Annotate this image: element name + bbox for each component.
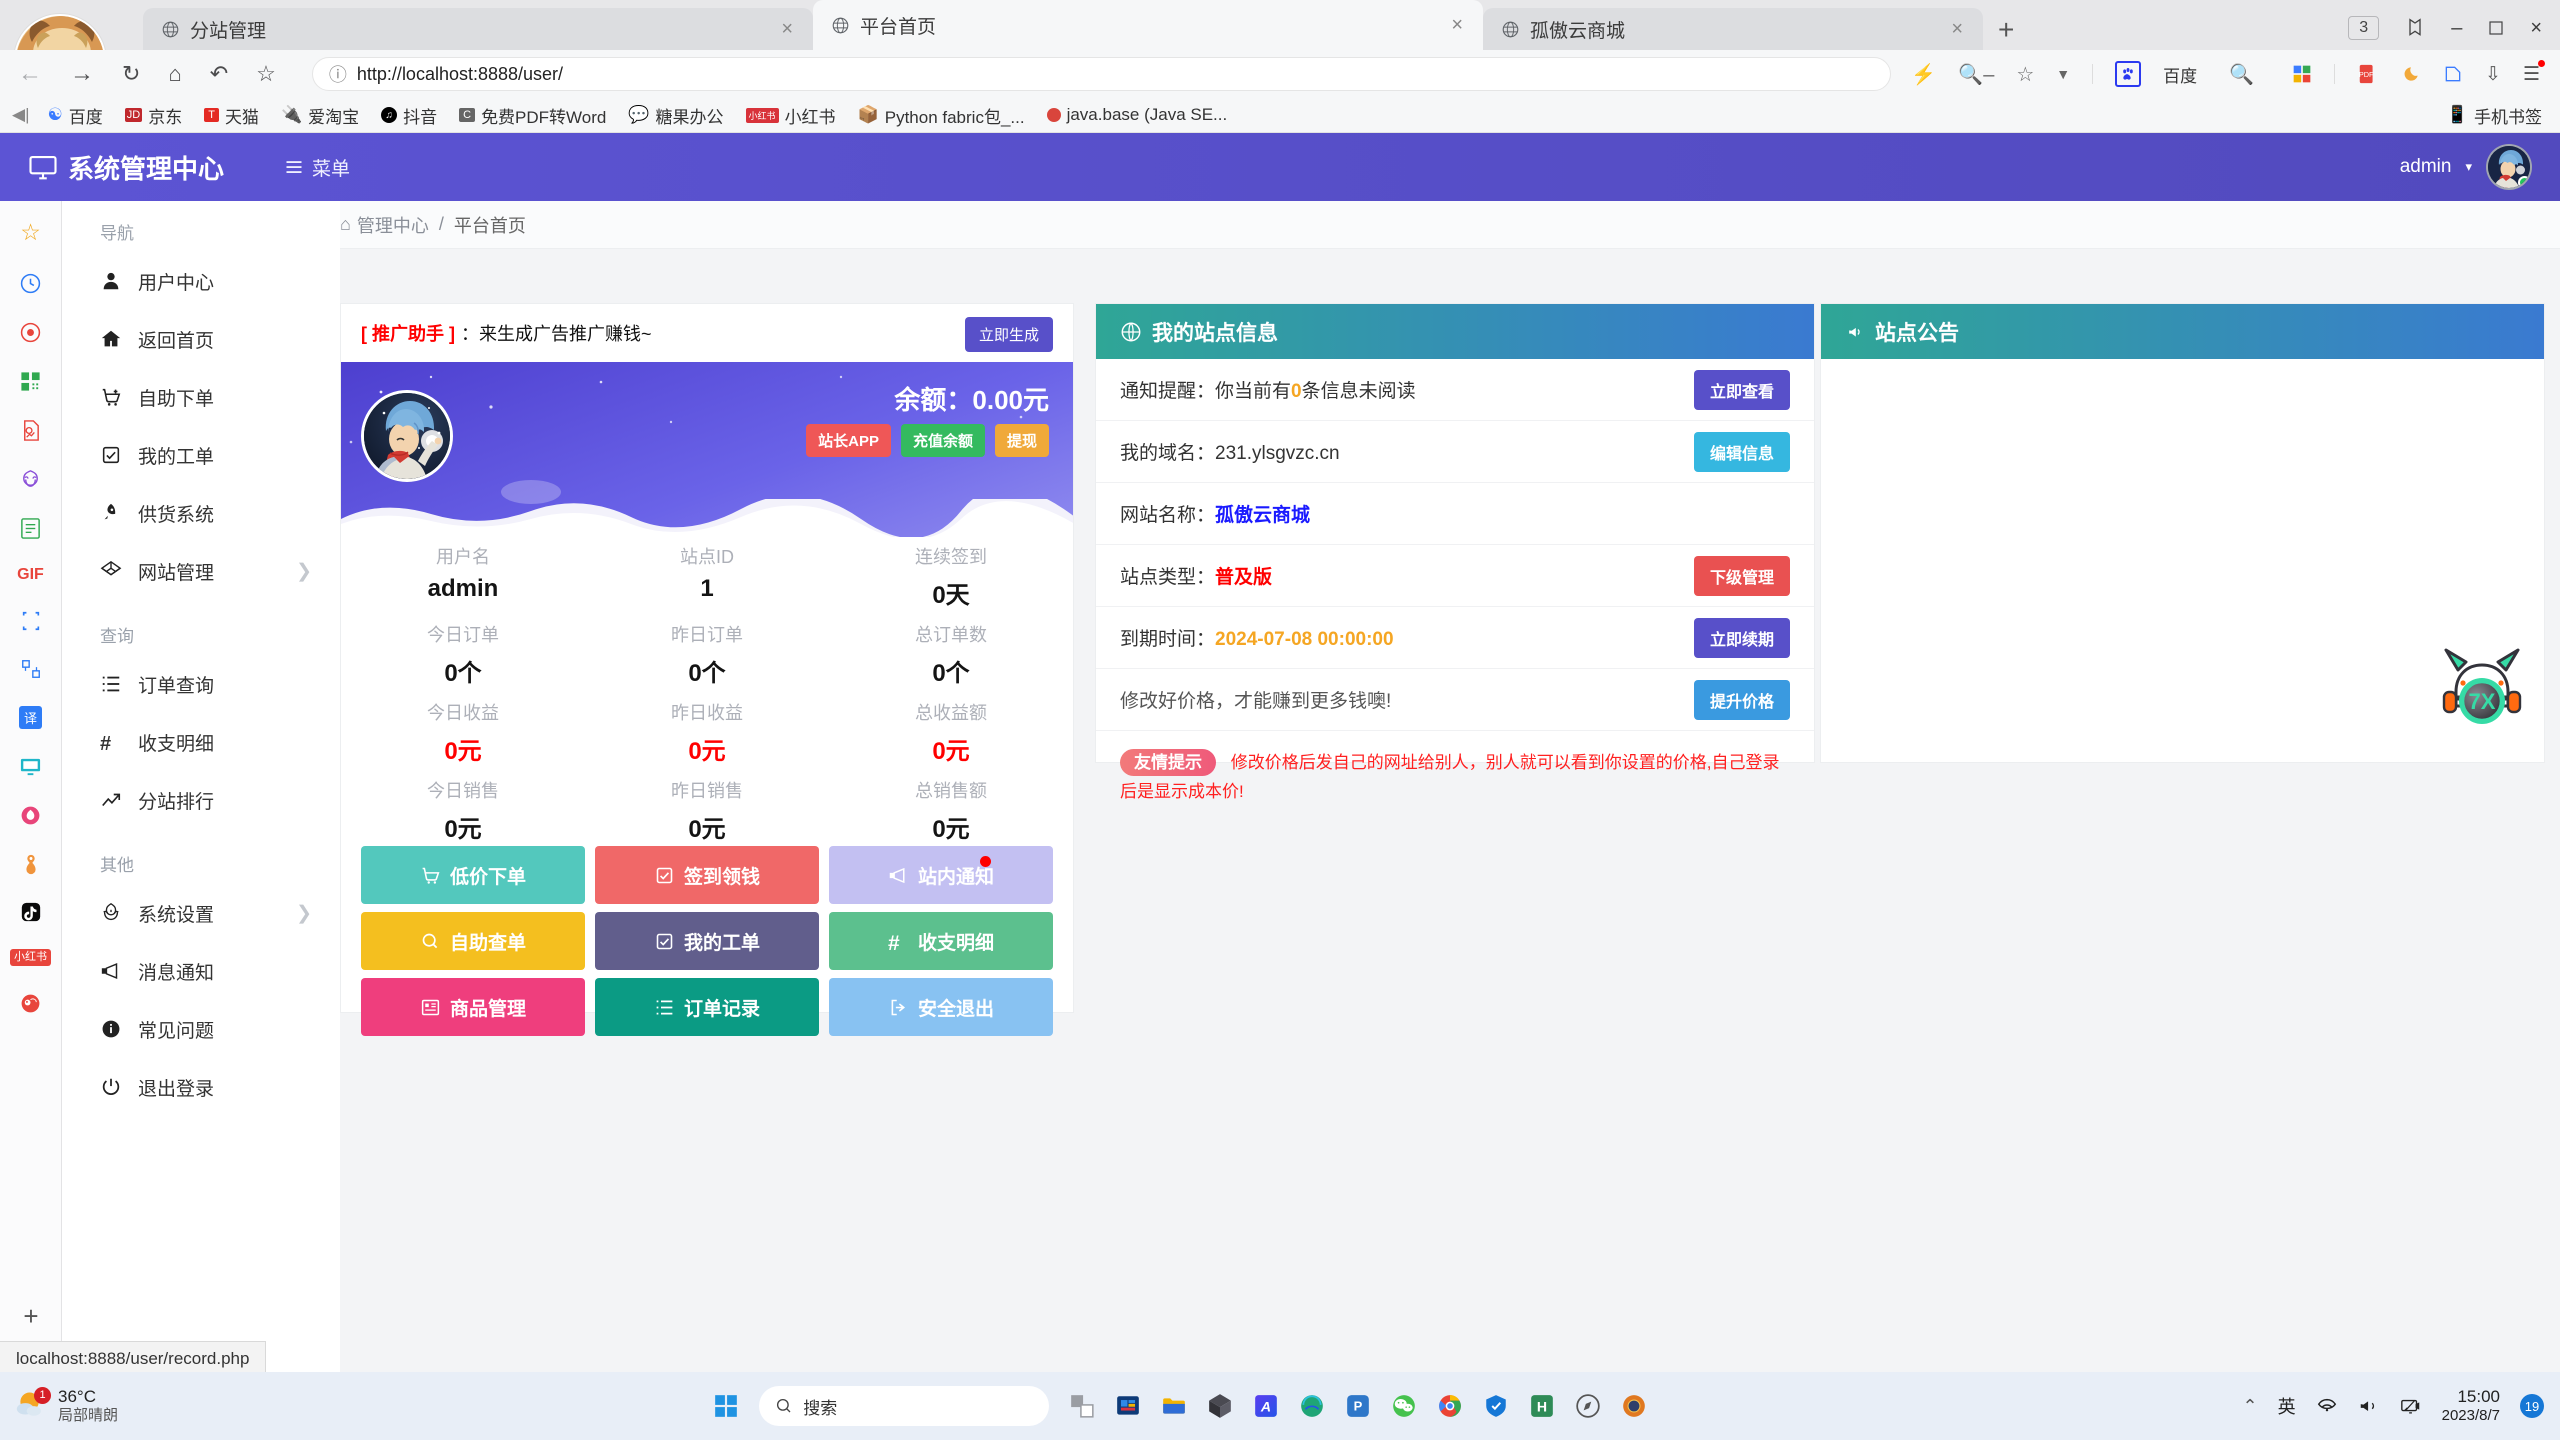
svg-text:A: A: [1260, 1398, 1271, 1414]
svg-text:PDF: PDF: [2359, 70, 2374, 79]
svg-text:7X: 7X: [2469, 689, 2496, 714]
svg-text:H: H: [1537, 1398, 1547, 1414]
svg-text:P: P: [1354, 1398, 1363, 1413]
